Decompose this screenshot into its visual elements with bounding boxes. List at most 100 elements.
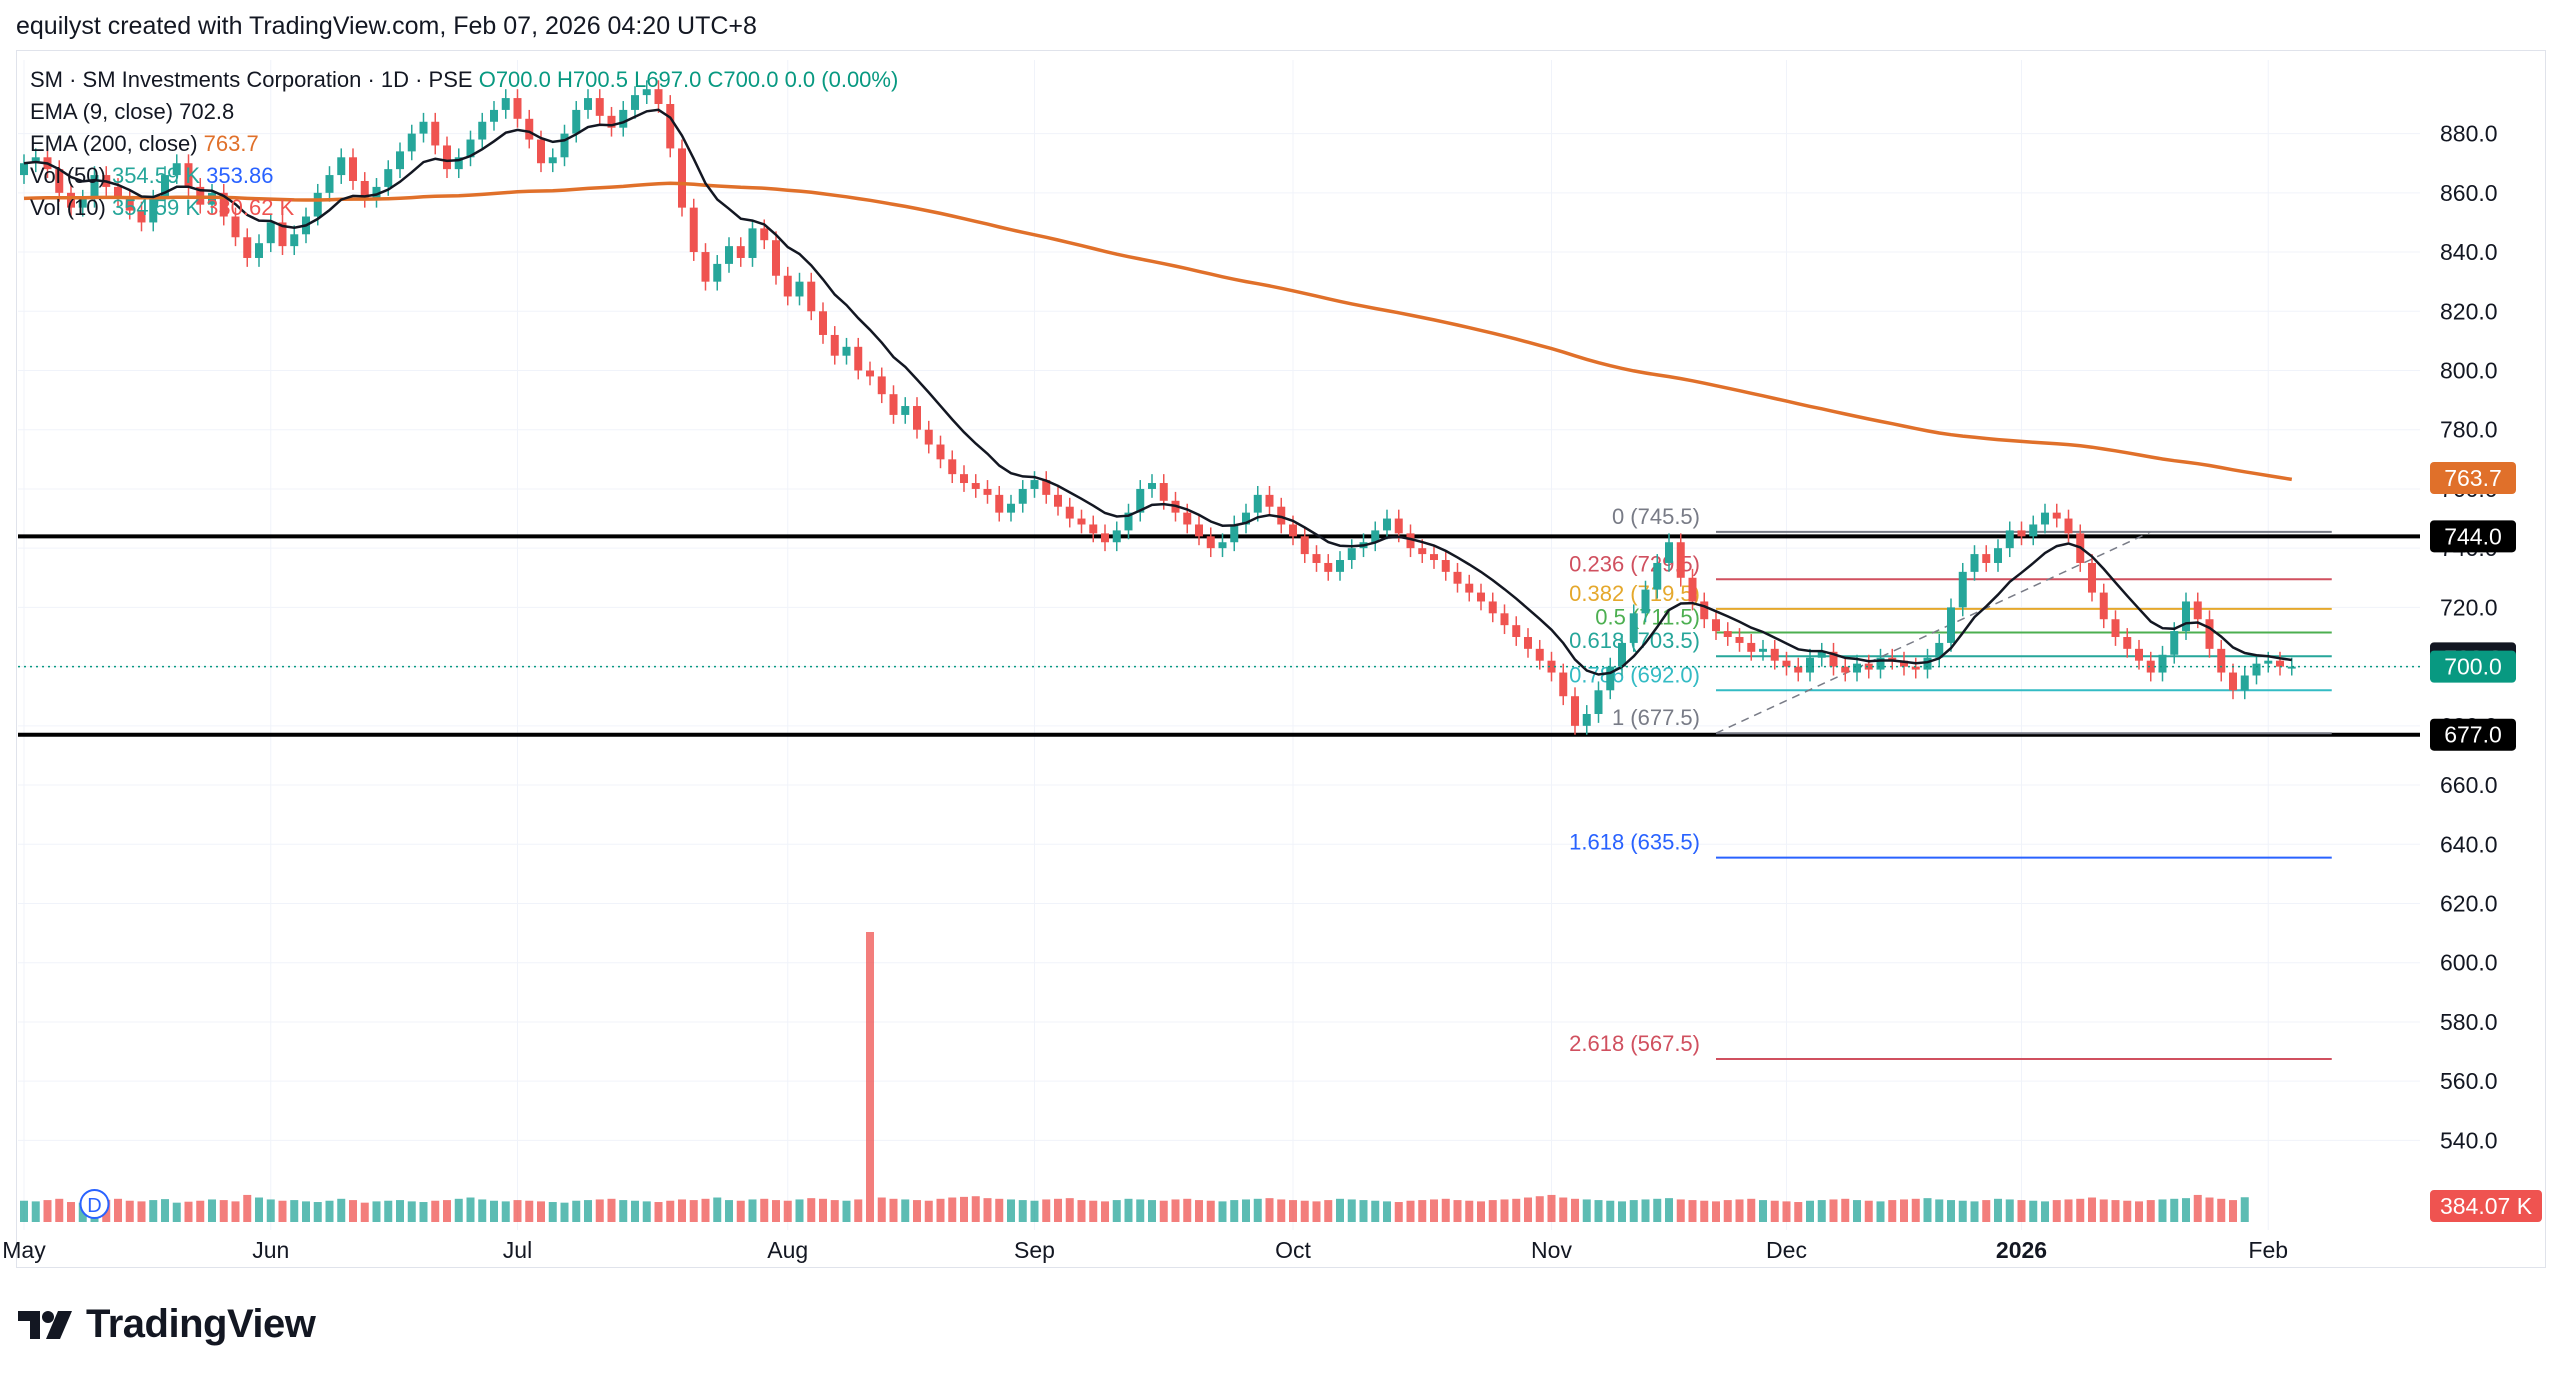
volume-bar [2240, 1197, 2249, 1222]
volume-bar [20, 1200, 28, 1222]
candle-body [1300, 536, 1309, 555]
volume-bar [372, 1201, 381, 1222]
volume-bar [255, 1197, 263, 1222]
y-tick-label: 600.0 [2440, 950, 2498, 976]
candle-body [2123, 637, 2132, 649]
candle-body [1641, 589, 1650, 614]
x-tick-label: Feb [2248, 1237, 2288, 1263]
ema200-row[interactable]: EMA (200, close) 763.7 [30, 128, 898, 160]
volume-bar [231, 1201, 240, 1222]
volume-bar [1735, 1199, 1744, 1222]
candle-body [1242, 512, 1250, 525]
candle-body [584, 98, 592, 110]
candle-body [1218, 542, 1227, 549]
tradingview-footer[interactable]: TradingView [18, 1302, 316, 1347]
volume-bar [830, 1200, 839, 1222]
vol50-row[interactable]: Vol (50) 354.59 K 353.86 [30, 160, 898, 192]
candle-body [1183, 512, 1192, 525]
candle-body [1700, 601, 1709, 620]
price-tag [2430, 520, 2516, 553]
candle-body [2052, 512, 2061, 519]
volume-bar [1629, 1200, 1638, 1222]
candle-body [689, 207, 698, 253]
volume-bar [2076, 1198, 2085, 1222]
candle-body [877, 376, 886, 395]
vol10-row[interactable]: Vol (10) 354.59 K 330.62 K [30, 192, 898, 224]
volume-bar [1618, 1201, 1626, 1222]
volume-bar [537, 1201, 545, 1222]
candle-body [548, 157, 557, 164]
volume-bar [854, 1199, 863, 1222]
volume-bar [607, 1198, 616, 1222]
candle-body [55, 169, 64, 193]
candle-body [1347, 548, 1356, 561]
x-tick-label: May [2, 1237, 46, 1263]
fib-trend-line [1715, 531, 2152, 734]
y-tick-label: 560.0 [2440, 1068, 2498, 1094]
volume-bar [1030, 1200, 1039, 1222]
volume-bar [1406, 1200, 1415, 1222]
volume-bar [936, 1198, 945, 1222]
candle-body [2135, 648, 2143, 661]
candle-body [948, 459, 957, 475]
candle-body [995, 494, 1004, 513]
tradingview-logo-icon [18, 1310, 72, 1339]
candle-body [2017, 530, 2026, 537]
chart-legend: SM · SM Investments Corporation · 1D · P… [30, 64, 898, 224]
volume-bar [114, 1198, 122, 1222]
volume-bar [1982, 1200, 1991, 1222]
candle-body [783, 275, 792, 297]
candle-body [1829, 651, 1838, 667]
volume-bar [2111, 1200, 2120, 1222]
price-tag [2430, 718, 2516, 751]
candle-body [971, 483, 980, 489]
candle-body [2205, 619, 2214, 649]
candle-body [1477, 592, 1485, 602]
candle-body [1124, 512, 1133, 531]
candle-body [501, 98, 510, 110]
candle-body [1665, 542, 1673, 563]
volume-bar [1206, 1200, 1215, 1222]
volume-bar [2217, 1198, 2226, 1222]
volume-bar [2088, 1197, 2096, 1222]
volume-tag [2430, 1190, 2542, 1222]
x-tick-label: Jun [252, 1237, 289, 1263]
volume-bar [2205, 1197, 2214, 1222]
symbol-name: SM · SM Investments Corporation · 1D · P… [30, 67, 473, 92]
volume-bar [560, 1202, 569, 1222]
symbol-row[interactable]: SM · SM Investments Corporation · 1D · P… [30, 64, 898, 96]
chart-attribution: equilyst created with TradingView.com, F… [16, 12, 757, 40]
volume-bar [1195, 1200, 1203, 1222]
volume-bar [1794, 1202, 1803, 1222]
candle-body [372, 186, 381, 199]
ema9-row[interactable]: EMA (9, close) 702.8 [30, 96, 898, 128]
candle-body [419, 121, 428, 134]
candle-body [1230, 524, 1239, 543]
volume-bar [666, 1200, 675, 1222]
volume-bar [2064, 1199, 2073, 1222]
candle-body [960, 474, 968, 484]
y-tick-label: 620.0 [2440, 891, 2498, 917]
candle-body [2005, 530, 2014, 549]
volume-bar [1841, 1198, 1850, 1222]
candle-body [78, 198, 87, 208]
volume-bar [2052, 1200, 2061, 1222]
candle-body [913, 406, 921, 430]
candle-body [748, 228, 757, 258]
candle-body [1559, 672, 1568, 697]
volume-bar [1054, 1198, 1062, 1222]
candle-body [325, 175, 334, 193]
volume-bar [1700, 1200, 1709, 1222]
candle-body [1195, 524, 1203, 537]
candle-body [2146, 660, 2155, 673]
volume-bar [866, 932, 874, 1222]
candle-body [701, 252, 710, 282]
candle-body [337, 157, 346, 176]
y-tick-label: 840.0 [2440, 239, 2498, 265]
volume-bar [1547, 1194, 1556, 1222]
volume-bar [1770, 1200, 1779, 1222]
volume-bar [31, 1201, 40, 1222]
volume-bar [689, 1200, 698, 1222]
volume-bar [490, 1200, 498, 1222]
